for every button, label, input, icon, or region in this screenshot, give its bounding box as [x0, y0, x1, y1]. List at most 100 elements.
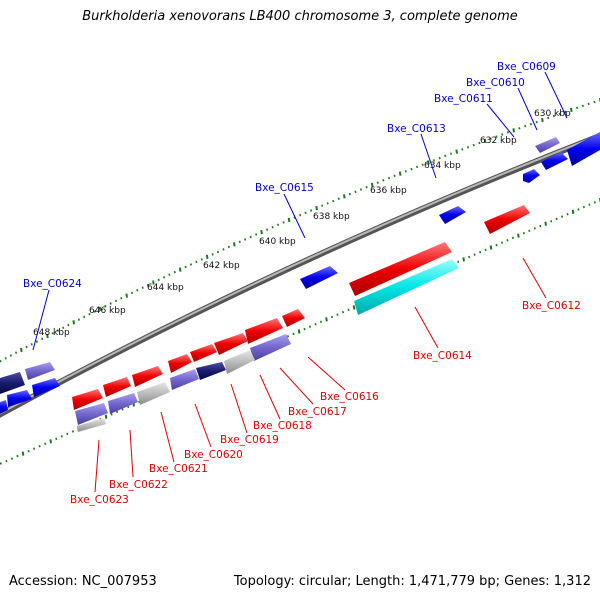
scale-tick [189, 263, 193, 266]
gene-label-bxe-c0609[interactable]: Bxe_C0609 [497, 61, 556, 73]
scale-tick [292, 332, 295, 336]
scale-tick [593, 201, 596, 204]
gene-arrow[interactable] [245, 318, 283, 344]
gene-label-bxe-c0623[interactable]: Bxe_C0623 [70, 494, 129, 506]
gene-label-bxe-c0620[interactable]: Bxe_C0620 [184, 449, 243, 461]
scale-tick [529, 122, 532, 126]
scale-tick [168, 273, 171, 276]
gene-arrow[interactable] [214, 333, 248, 355]
gene-label-bxe-c0611[interactable]: Bxe_C0611 [434, 93, 493, 105]
scale-tick [77, 318, 80, 321]
gene-arrow[interactable] [0, 372, 25, 394]
gene-arrow[interactable] [25, 362, 55, 380]
scale-tick [205, 254, 209, 260]
gene-label-bxe-c0619[interactable]: Bxe_C0619 [220, 434, 279, 446]
gene-arrow[interactable] [75, 403, 108, 425]
gene-label-bxe-c0622[interactable]: Bxe_C0622 [109, 479, 168, 491]
gene-arrow[interactable] [32, 378, 60, 397]
scale-tick [577, 208, 580, 211]
gene-label-bxe-c0614[interactable]: Bxe_C0614 [413, 350, 472, 362]
scale-label: 644 kbp [147, 283, 184, 293]
scale-tick [533, 227, 536, 230]
scale-tick [233, 242, 236, 247]
gene-arrow[interactable] [132, 366, 163, 387]
gene-label-bxe-c0618[interactable]: Bxe_C0618 [253, 420, 312, 432]
scale-tick [72, 320, 75, 325]
gene-arrow[interactable] [0, 400, 8, 414]
scale-tick [227, 245, 230, 249]
scale-tick [581, 104, 584, 108]
scale-tick [455, 149, 458, 154]
scale-tick [500, 241, 504, 244]
scale-label: 636 kbp [370, 186, 407, 196]
scale-tick [33, 447, 36, 450]
gene-arrow[interactable] [300, 266, 338, 289]
scale-tick [44, 442, 47, 446]
scale-tick [304, 211, 307, 215]
scale-tick [25, 345, 28, 349]
scale-tick [287, 217, 291, 223]
scale-tick [21, 451, 25, 456]
scale-tick [506, 239, 509, 242]
gene-arrow[interactable] [72, 389, 103, 410]
gene-arrow[interactable] [349, 242, 452, 296]
gene-label-bxe-c0613[interactable]: Bxe_C0613 [387, 123, 446, 135]
scale-tick [473, 253, 476, 256]
scale-tick [244, 238, 247, 241]
forward-strand-genes [0, 132, 600, 414]
gene-label-bxe-c0615[interactable]: Bxe_C0615 [255, 182, 314, 194]
gene-label-bxe-c0612[interactable]: Bxe_C0612 [522, 300, 581, 312]
gene-arrow[interactable] [170, 369, 199, 390]
scale-tick [330, 315, 334, 319]
gene-arrow[interactable] [103, 377, 131, 397]
scale-tick [178, 267, 182, 272]
scale-tick [511, 236, 514, 240]
gene-arrow[interactable] [541, 152, 568, 170]
scale-tick [310, 209, 313, 212]
gene-arrow[interactable] [567, 132, 600, 166]
scale-tick [347, 308, 350, 312]
scale-tick [30, 343, 33, 346]
gene-arrow[interactable] [108, 393, 138, 414]
gene-arrow[interactable] [250, 334, 291, 361]
gene-label-bxe-c0624[interactable]: Bxe_C0624 [23, 278, 82, 290]
scale-tick [576, 106, 579, 110]
scale-tick [20, 347, 23, 353]
gene-arrow[interactable] [137, 382, 170, 405]
gene-arrow[interactable] [7, 390, 32, 407]
scale-tick [544, 221, 547, 226]
scale-tick [62, 326, 65, 330]
gene-arrow[interactable] [190, 344, 217, 362]
gene-arrow[interactable] [535, 137, 560, 153]
scale-tick [5, 459, 8, 463]
scale-tick [449, 152, 453, 155]
gene-arrow[interactable] [224, 350, 255, 374]
scale-tick [552, 114, 555, 118]
gene-arrow[interactable] [354, 259, 459, 315]
scale-tick [195, 260, 198, 264]
gene-label-bxe-c0617[interactable]: Bxe_C0617 [288, 406, 347, 418]
scale-tick [27, 449, 30, 453]
gene-arrow[interactable] [484, 205, 530, 234]
gene-arrow[interactable] [523, 169, 540, 183]
scale-tick [376, 181, 379, 184]
scale-tick [98, 306, 102, 312]
gene-arrow[interactable] [439, 206, 466, 224]
scale-tick [315, 205, 318, 211]
gene-arrow[interactable] [168, 354, 192, 373]
scale-tick [321, 204, 324, 207]
gene-label-bxe-c0610[interactable]: Bxe_C0610 [466, 77, 525, 89]
scale-tick [404, 170, 407, 173]
gene-arrow[interactable] [196, 362, 226, 380]
gene-label-bxe-c0616[interactable]: Bxe_C0616 [320, 391, 379, 403]
scale-label: 642 kbp [203, 261, 240, 271]
reverse-strand-genes [72, 205, 530, 432]
scale-tick [524, 124, 527, 128]
scale-label: 648 kbp [33, 328, 70, 338]
gene-arrow[interactable] [77, 418, 106, 432]
gene-arrow[interactable] [282, 309, 305, 327]
gene-label-bxe-c0621[interactable]: Bxe_C0621 [149, 463, 208, 475]
scale-tick [297, 329, 301, 334]
scale-tick [282, 221, 285, 224]
